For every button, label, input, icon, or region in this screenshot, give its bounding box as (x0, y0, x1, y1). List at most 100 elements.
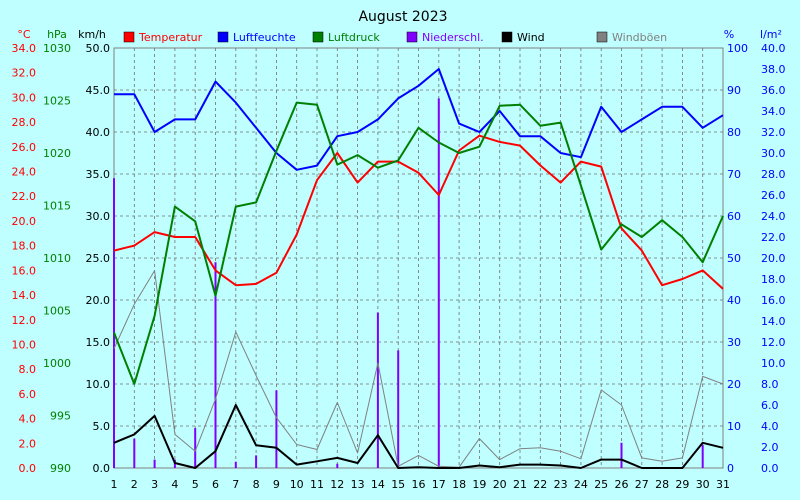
tick-label-rain: 22.0 (761, 231, 786, 244)
tick-label-rain: 14.0 (761, 315, 786, 328)
precip-bar (153, 459, 156, 468)
tick-label-day: 25 (594, 478, 608, 491)
tick-label-day: 30 (696, 478, 710, 491)
tick-label-rain: 4.0 (761, 420, 779, 433)
tick-label-rain: 32.0 (761, 126, 786, 139)
tick-label-day: 8 (253, 478, 260, 491)
legend-swatch (217, 31, 229, 43)
tick-label-day: 24 (574, 478, 588, 491)
chart-title: August 2023 (358, 9, 447, 25)
tick-label-rain: 2.0 (761, 441, 779, 454)
tick-label-pct: 10 (727, 420, 741, 433)
tick-label-temp: 22.0 (12, 190, 37, 203)
tick-label-hpa: 1000 (43, 357, 71, 370)
series-lines (113, 68, 724, 469)
tick-label-rain: 36.0 (761, 84, 786, 97)
tick-label-rain: 34.0 (761, 105, 786, 118)
tick-label-kmh: 45.0 (86, 84, 111, 97)
tick-label-hpa: 1010 (43, 252, 71, 265)
legend-label: Wind (517, 31, 545, 44)
tick-label-day: 7 (232, 478, 239, 491)
tick-label-day: 14 (371, 478, 385, 491)
precip-bar (255, 455, 258, 468)
tick-label-temp: 24.0 (12, 166, 37, 179)
precip-bar (234, 461, 237, 468)
precipitation-bars (113, 98, 704, 469)
legend-label: Luftdruck (328, 31, 380, 44)
legend-entry: Luftdruck (312, 31, 380, 44)
series-line-luftfeuchte (114, 68, 724, 171)
legend-swatch (596, 31, 608, 43)
tick-label-temp: 6.0 (19, 388, 37, 401)
tick-label-rain: 16.0 (761, 294, 786, 307)
tick-label-rain: 12.0 (761, 336, 786, 349)
tick-label-day: 21 (513, 478, 527, 491)
tick-label-day: 5 (192, 478, 199, 491)
precip-bar (275, 390, 278, 468)
tick-label-rain: 28.0 (761, 168, 786, 181)
tick-label-day: 20 (493, 478, 507, 491)
tick-label-temp: 14.0 (12, 289, 37, 302)
tick-label-day: 3 (151, 478, 158, 491)
legend-swatch (123, 31, 135, 43)
tick-label-kmh: 0.0 (93, 462, 111, 475)
tick-label-temp: 8.0 (19, 363, 37, 376)
tick-label-temp: 26.0 (12, 141, 37, 154)
series-line-windböen (113, 270, 724, 468)
tick-label-temp: 18.0 (12, 240, 37, 253)
tick-label-pct: 90 (727, 84, 741, 97)
tick-label-day: 11 (310, 478, 324, 491)
legend-label: Windböen (612, 31, 667, 44)
tick-label-hpa: 1015 (43, 200, 71, 213)
legend-label: Niederschl. (422, 31, 484, 44)
legend-entry: Temperatur (123, 31, 203, 44)
legend-swatch (406, 31, 418, 43)
series-line-wind (113, 404, 724, 469)
tick-label-kmh: 10.0 (86, 378, 111, 391)
series-line-temperatur (113, 134, 724, 290)
tick-label-day: 29 (675, 478, 689, 491)
tick-label-hpa: 1030 (43, 42, 71, 55)
series-line-luftdruck (113, 101, 724, 385)
legend-entry: Luftfeuchte (217, 31, 296, 44)
tick-label-pct: 30 (727, 336, 741, 349)
tick-label-day: 31 (716, 478, 730, 491)
tick-label-day: 27 (635, 478, 649, 491)
tick-label-rain: 24.0 (761, 210, 786, 223)
tick-label-day: 19 (472, 478, 486, 491)
precip-bar (113, 178, 115, 468)
tick-label-day: 23 (554, 478, 568, 491)
legend-entry: Wind (501, 31, 545, 44)
precip-bar (620, 442, 623, 468)
tick-label-day: 4 (171, 478, 178, 491)
tick-label-temp: 16.0 (12, 264, 37, 277)
precip-bar (376, 312, 379, 468)
tick-label-pct: 60 (727, 210, 741, 223)
tick-label-rain: 30.0 (761, 147, 786, 160)
tick-label-rain: 6.0 (761, 399, 779, 412)
precip-bar (701, 444, 704, 468)
tick-label-day: 6 (212, 478, 219, 491)
tick-label-temp: 10.0 (12, 338, 37, 351)
axis-unit-rain: l/m² (760, 28, 782, 41)
tick-label-temp: 34.0 (12, 42, 37, 55)
legend-swatch (312, 31, 324, 43)
legend-label: Temperatur (138, 31, 203, 44)
tick-label-rain: 8.0 (761, 378, 779, 391)
tick-label-rain: 10.0 (761, 357, 786, 370)
axis-unit-pct: % (724, 28, 734, 41)
tick-label-pct: 20 (727, 378, 741, 391)
tick-label-kmh: 35.0 (86, 168, 111, 181)
tick-label-pct: 100 (727, 42, 748, 55)
tick-label-day: 22 (533, 478, 547, 491)
axes: 0.02.04.06.08.010.012.014.016.018.020.02… (12, 42, 786, 491)
tick-label-hpa: 1020 (43, 147, 71, 160)
tick-label-kmh: 15.0 (86, 336, 111, 349)
precip-bar (397, 350, 400, 468)
tick-label-day: 17 (432, 478, 446, 491)
tick-label-temp: 28.0 (12, 116, 37, 129)
axis-unit-labels: °C hPa km/h% l/m² (17, 28, 782, 41)
tick-label-hpa: 990 (50, 462, 71, 475)
tick-label-kmh: 50.0 (86, 42, 111, 55)
